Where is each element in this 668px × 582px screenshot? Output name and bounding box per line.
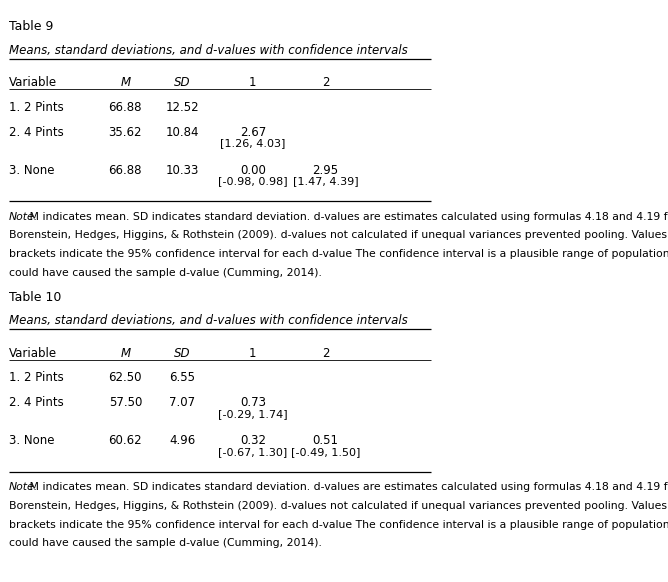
Text: Note.: Note. bbox=[9, 212, 38, 222]
Text: 2. 4 Pints: 2. 4 Pints bbox=[9, 396, 63, 409]
Text: 0.73: 0.73 bbox=[240, 396, 266, 409]
Text: M indicates mean. SD indicates standard deviation. d-values are estimates calcul: M indicates mean. SD indicates standard … bbox=[27, 482, 668, 492]
Text: 62.50: 62.50 bbox=[109, 371, 142, 384]
Text: could have caused the sample d-value (Cumming, 2014).: could have caused the sample d-value (Cu… bbox=[9, 538, 322, 548]
Text: SD: SD bbox=[174, 76, 191, 89]
Text: 1. 2 Pints: 1. 2 Pints bbox=[9, 371, 63, 384]
Text: Borenstein, Hedges, Higgins, & Rothstein (2009). d-values not calculated if uneq: Borenstein, Hedges, Higgins, & Rothstein… bbox=[9, 501, 668, 511]
Text: Table 9: Table 9 bbox=[9, 20, 53, 33]
Text: [-0.67, 1.30]: [-0.67, 1.30] bbox=[218, 447, 287, 457]
Text: 7.07: 7.07 bbox=[170, 396, 196, 409]
Text: Borenstein, Hedges, Higgins, & Rothstein (2009). d-values not calculated if uneq: Borenstein, Hedges, Higgins, & Rothstein… bbox=[9, 230, 668, 240]
Text: 2.67: 2.67 bbox=[240, 126, 266, 139]
Text: 2.95: 2.95 bbox=[313, 164, 339, 176]
Text: 35.62: 35.62 bbox=[109, 126, 142, 139]
Text: [-0.49, 1.50]: [-0.49, 1.50] bbox=[291, 447, 360, 457]
Text: 3. None: 3. None bbox=[9, 434, 54, 447]
Text: Means, standard deviations, and d-values with confidence intervals: Means, standard deviations, and d-values… bbox=[9, 314, 407, 327]
Text: 1. 2 Pints: 1. 2 Pints bbox=[9, 101, 63, 113]
Text: 0.51: 0.51 bbox=[313, 434, 339, 447]
Text: could have caused the sample d-value (Cumming, 2014).: could have caused the sample d-value (Cu… bbox=[9, 268, 322, 278]
Text: 10.33: 10.33 bbox=[166, 164, 199, 176]
Text: 6.55: 6.55 bbox=[170, 371, 196, 384]
Text: 1: 1 bbox=[249, 347, 257, 360]
Text: [-0.29, 1.74]: [-0.29, 1.74] bbox=[218, 409, 288, 419]
Text: 66.88: 66.88 bbox=[109, 164, 142, 176]
Text: M: M bbox=[120, 347, 130, 360]
Text: 2: 2 bbox=[322, 76, 329, 89]
Text: 0.00: 0.00 bbox=[240, 164, 266, 176]
Text: 10.84: 10.84 bbox=[166, 126, 199, 139]
Text: [-0.98, 0.98]: [-0.98, 0.98] bbox=[218, 176, 288, 186]
Text: 12.52: 12.52 bbox=[166, 101, 199, 113]
Text: M: M bbox=[120, 76, 130, 89]
Text: 66.88: 66.88 bbox=[109, 101, 142, 113]
Text: Means, standard deviations, and d-values with confidence intervals: Means, standard deviations, and d-values… bbox=[9, 44, 407, 56]
Text: 2: 2 bbox=[322, 347, 329, 360]
Text: Note.: Note. bbox=[9, 482, 38, 492]
Text: [1.47, 4.39]: [1.47, 4.39] bbox=[293, 176, 358, 186]
Text: M indicates mean. SD indicates standard deviation. d-values are estimates calcul: M indicates mean. SD indicates standard … bbox=[27, 212, 668, 222]
Text: brackets indicate the 95% confidence interval for each d-value The confidence in: brackets indicate the 95% confidence int… bbox=[9, 249, 668, 259]
Text: Variable: Variable bbox=[9, 347, 57, 360]
Text: Variable: Variable bbox=[9, 76, 57, 89]
Text: 4.96: 4.96 bbox=[170, 434, 196, 447]
Text: Table 10: Table 10 bbox=[9, 291, 61, 304]
Text: 60.62: 60.62 bbox=[108, 434, 142, 447]
Text: 0.32: 0.32 bbox=[240, 434, 266, 447]
Text: [1.26, 4.03]: [1.26, 4.03] bbox=[220, 139, 286, 148]
Text: 3. None: 3. None bbox=[9, 164, 54, 176]
Text: 2. 4 Pints: 2. 4 Pints bbox=[9, 126, 63, 139]
Text: SD: SD bbox=[174, 347, 191, 360]
Text: 1: 1 bbox=[249, 76, 257, 89]
Text: brackets indicate the 95% confidence interval for each d-value The confidence in: brackets indicate the 95% confidence int… bbox=[9, 520, 668, 530]
Text: 57.50: 57.50 bbox=[109, 396, 142, 409]
